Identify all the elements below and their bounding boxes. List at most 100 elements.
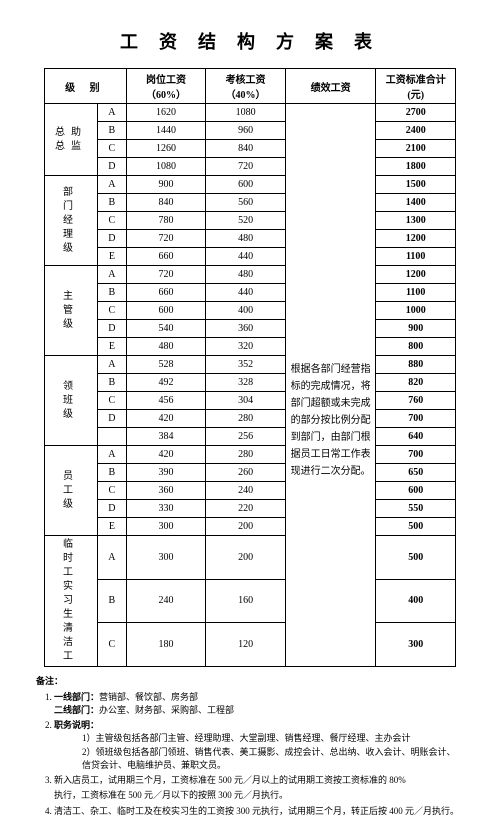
note-4: 清洁工、杂工、临时工及在校实习生的工资按 300 元执行，试用期三个月，转正后按… — [54, 805, 464, 818]
total-cell: 650 — [376, 464, 456, 482]
assess-wage-cell: 400 — [206, 302, 286, 320]
assess-wage-cell: 328 — [206, 374, 286, 392]
position-wage-cell: 720 — [126, 230, 206, 248]
assess-wage-cell: 440 — [206, 284, 286, 302]
position-wage-cell: 1260 — [126, 140, 206, 158]
table-row: B8405601400 — [45, 194, 456, 212]
table-row: 领班级A528352880 — [45, 356, 456, 374]
total-cell: 600 — [376, 482, 456, 500]
total-cell: 550 — [376, 500, 456, 518]
position-wage-cell: 300 — [126, 536, 206, 580]
table-row: 总助总监A162010802700 — [45, 104, 456, 122]
table-row: 部门经理级A900600根据各部门经营指标的完成情况，将部门超额或未完成的部分按… — [45, 176, 456, 194]
table-row: 主管级A7204801200 — [45, 266, 456, 284]
th-level: 级 别 — [45, 69, 127, 104]
assess-wage-cell: 720 — [206, 158, 286, 176]
sub-level: D — [98, 158, 127, 176]
note-1: 一线部门：营销部、餐饮部、房务部 二线部门：办公室、财务部、采购部、工程部 — [54, 691, 464, 718]
sub-level: E — [98, 338, 127, 356]
assess-wage-cell: 240 — [206, 482, 286, 500]
sub-level: D — [98, 410, 127, 428]
assess-wage-cell: 480 — [206, 230, 286, 248]
table-row: E300200 500 — [45, 518, 456, 536]
position-wage-cell: 492 — [126, 374, 206, 392]
total-cell: 2100 — [376, 140, 456, 158]
assess-wage-cell: 304 — [206, 392, 286, 410]
position-wage-cell: 1620 — [126, 104, 206, 122]
sub-level: E — [98, 248, 127, 266]
table-row: 临时工实习生清洁工A300200500 — [45, 536, 456, 580]
assess-wage-cell: 520 — [206, 212, 286, 230]
assess-wage-cell: 260 — [206, 464, 286, 482]
sub-level: A — [98, 176, 127, 194]
total-cell: 1500 — [376, 176, 456, 194]
assess-wage-cell: 1080 — [206, 104, 286, 122]
position-wage-cell: 330 — [126, 500, 206, 518]
sub-level: A — [98, 446, 127, 464]
position-wage-cell: 360 — [126, 482, 206, 500]
salary-table: 级 别 岗位工资 （60%） 考核工资 （40%） 绩效工资 工资标准合计(元)… — [44, 68, 456, 667]
total-cell: 820 — [376, 374, 456, 392]
position-wage-cell: 600 — [126, 302, 206, 320]
th-position-wage: 岗位工资 （60%） — [126, 69, 206, 104]
assess-wage-cell: 840 — [206, 140, 286, 158]
group-label: 总助总监 — [45, 104, 98, 176]
table-row: C360240600 — [45, 482, 456, 500]
group-label: 领班级 — [45, 356, 98, 446]
sub-level: B — [98, 374, 127, 392]
notes-section: 备注： 一线部门：营销部、餐饮部、房务部 二线部门：办公室、财务部、采购部、工程… — [36, 675, 464, 818]
sub-level: B — [98, 579, 127, 623]
position-wage-cell: 528 — [126, 356, 206, 374]
th-assess-wage: 考核工资 （40%） — [206, 69, 286, 104]
sub-level: D — [98, 500, 127, 518]
table-row: D330220550 — [45, 500, 456, 518]
position-wage-cell: 660 — [126, 284, 206, 302]
sub-level: C — [98, 392, 127, 410]
total-cell: 1200 — [376, 266, 456, 284]
position-wage-cell: 480 — [126, 338, 206, 356]
total-cell: 880 — [376, 356, 456, 374]
table-row: D7204801200 — [45, 230, 456, 248]
position-wage-cell: 384 — [126, 428, 206, 446]
assess-wage-cell: 560 — [206, 194, 286, 212]
total-cell: 1200 — [376, 230, 456, 248]
sub-level: C — [98, 140, 127, 158]
total-cell: 500 — [376, 518, 456, 536]
table-row: C456304760 — [45, 392, 456, 410]
total-cell: 300 — [376, 623, 456, 667]
position-wage-cell: 420 — [126, 446, 206, 464]
assess-wage-cell: 200 — [206, 536, 286, 580]
total-cell: 1100 — [376, 248, 456, 266]
position-wage-cell: 390 — [126, 464, 206, 482]
sub-level: A — [98, 536, 127, 580]
table-row: E6604401100 — [45, 248, 456, 266]
position-wage-cell: 456 — [126, 392, 206, 410]
position-wage-cell: 180 — [126, 623, 206, 667]
sub-level: E — [98, 518, 127, 536]
table-row: C180120300 — [45, 623, 456, 667]
position-wage-cell: 300 — [126, 518, 206, 536]
total-cell: 800 — [376, 338, 456, 356]
position-wage-cell: 1440 — [126, 122, 206, 140]
sub-level: A — [98, 104, 127, 122]
table-row: B390260650 — [45, 464, 456, 482]
assess-wage-cell: 160 — [206, 579, 286, 623]
assess-wage-cell: 200 — [206, 518, 286, 536]
total-cell: 900 — [376, 320, 456, 338]
assess-wage-cell: 600 — [206, 176, 286, 194]
position-wage-cell: 540 — [126, 320, 206, 338]
sub-level: B — [98, 194, 127, 212]
th-total: 工资标准合计(元) — [376, 69, 456, 104]
total-cell: 1300 — [376, 212, 456, 230]
total-cell: 700 — [376, 446, 456, 464]
position-wage-cell: 420 — [126, 410, 206, 428]
group-label: 临时工实习生清洁工 — [45, 536, 98, 667]
table-row: D540360900 — [45, 320, 456, 338]
position-wage-cell: 720 — [126, 266, 206, 284]
table-row: 员工级A420280700 — [45, 446, 456, 464]
notes-header: 备注： — [36, 675, 464, 689]
assess-wage-cell: 480 — [206, 266, 286, 284]
position-wage-cell: 900 — [126, 176, 206, 194]
table-row: D420280700 — [45, 410, 456, 428]
position-wage-cell: 660 — [126, 248, 206, 266]
